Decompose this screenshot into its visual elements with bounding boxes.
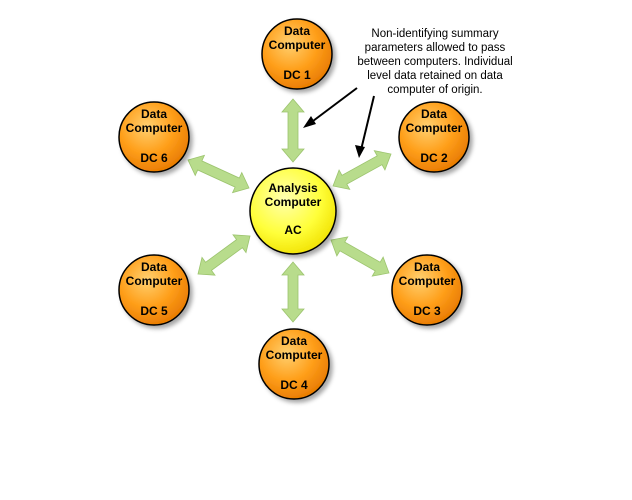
annotation: Non-identifying summary parameters allow… (303, 28, 513, 158)
data-computer-circle-5 (118, 254, 190, 326)
annotation-pointer-1 (308, 87, 358, 125)
data-computer-circle-1 (261, 18, 333, 90)
analysis-computer-line1: Analysis (268, 181, 318, 195)
data-computer-1-line1: Data (284, 24, 310, 38)
annotation-line-4: level data retained on data (367, 70, 503, 82)
annotation-pointer-1-head (303, 116, 316, 128)
analysis-computer-circle (249, 167, 337, 255)
data-computer-6-line2: Computer (126, 121, 183, 135)
data-computer-6-line1: Data (141, 107, 167, 121)
data-computer-5-line1: Data (141, 260, 167, 274)
connector-arrow-1 (281, 98, 305, 163)
connector-arrow-4 (281, 261, 305, 323)
connector-arrow-6 (187, 154, 250, 194)
data-computer-5-line2: Computer (126, 274, 183, 288)
data-computer-circle-2 (398, 101, 470, 173)
annotation-line-5: computer of origin. (387, 84, 482, 96)
data-computer-4-id: DC 4 (280, 378, 308, 392)
analysis-computer-node: Analysis Computer AC (249, 167, 337, 255)
annotation-pointer-2 (360, 95, 375, 151)
data-computer-5-id: DC 5 (140, 304, 168, 318)
data-computer-6-id: DC 6 (140, 151, 168, 165)
data-computer-circle-3 (391, 254, 463, 326)
annotation-line-3: between computers. Individual (357, 56, 512, 68)
annotation-pointer-2-head (355, 145, 365, 158)
data-computer-2-line1: Data (421, 107, 447, 121)
annotation-line-1: Non-identifying summary (371, 28, 498, 40)
annotation-line-2: parameters allowed to pass (365, 42, 506, 54)
data-computer-2-id: DC 2 (420, 151, 448, 165)
connectors (187, 98, 392, 323)
data-computer-1-id: DC 1 (283, 68, 311, 82)
data-computer-3-line2: Computer (399, 274, 456, 288)
connector-arrow-2 (332, 150, 392, 190)
connector-arrow-5 (197, 234, 251, 276)
connector-arrow-3 (330, 236, 390, 277)
data-computer-circle-4 (258, 328, 330, 400)
data-computer-3-line1: Data (414, 260, 440, 274)
analysis-computer-line2: Computer (265, 195, 322, 209)
data-computer-4-line2: Computer (266, 348, 323, 362)
data-computer-2-line2: Computer (406, 121, 463, 135)
data-computer-4-line1: Data (281, 334, 307, 348)
data-computer-circle-6 (118, 101, 190, 173)
data-computer-1-line2: Computer (269, 38, 326, 52)
data-computer-3-id: DC 3 (413, 304, 441, 318)
analysis-computer-id: AC (284, 223, 302, 237)
